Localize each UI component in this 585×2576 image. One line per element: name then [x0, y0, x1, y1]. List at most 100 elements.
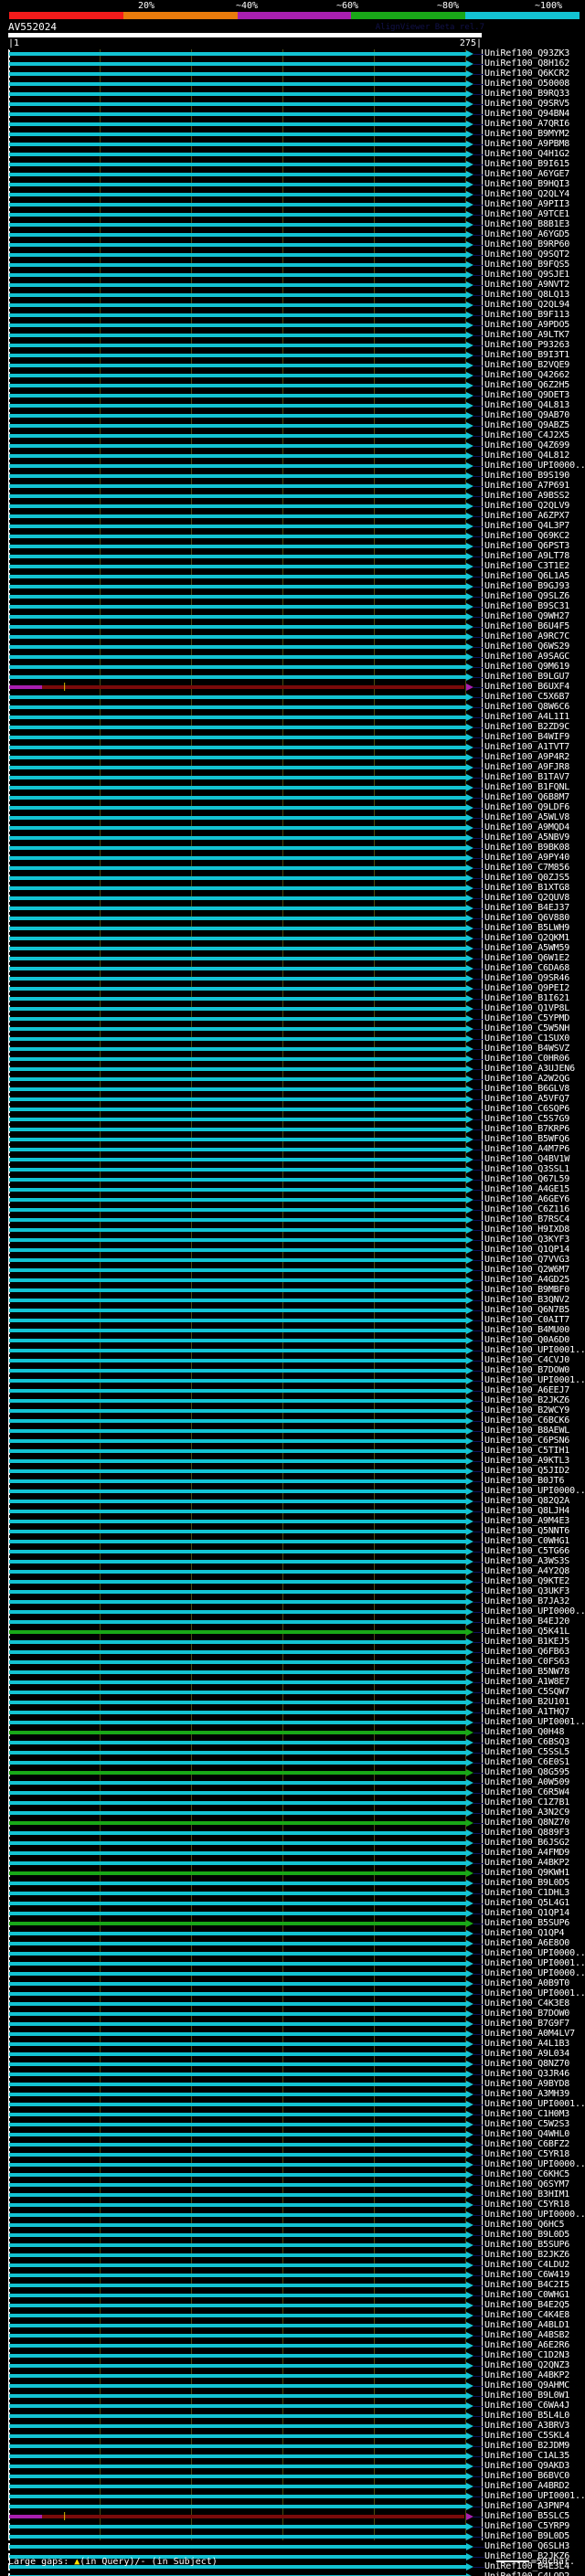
hit-accession-label[interactable]: UniRef100_Q82Q2A: [484, 1496, 570, 1506]
hit-accession-label[interactable]: UniRef100_C5SQW7: [484, 1687, 570, 1697]
hit-row[interactable]: UniRef100_A4BKP2: [0, 1858, 585, 1869]
hsp-bar[interactable]: [9, 1540, 466, 1543]
hit-accession-label[interactable]: UniRef100_Q5L4G1: [484, 1898, 570, 1908]
hit-row[interactable]: UniRef100_A4BSB2: [0, 2330, 585, 2341]
hit-accession-label[interactable]: UniRef100_A4BKP2: [484, 2370, 570, 2380]
hit-accession-label[interactable]: UniRef100_Q6KCR2: [484, 69, 570, 79]
hit-accession-label[interactable]: UniRef100_Q4L813: [484, 400, 570, 410]
hit-accession-label[interactable]: UniRef100_B9RQ33: [484, 89, 570, 99]
hsp-bar[interactable]: [9, 756, 466, 759]
hit-row[interactable]: UniRef100_Q8W6C6: [0, 702, 585, 713]
hit-accession-label[interactable]: UniRef100_Q6WS29: [484, 641, 570, 652]
hit-row[interactable]: UniRef100_B9RP60: [0, 239, 585, 250]
hit-row[interactable]: UniRef100_A9LT78: [0, 551, 585, 562]
hit-accession-label[interactable]: UniRef100_Q8H162: [484, 58, 570, 69]
hit-accession-label[interactable]: UniRef100_B3QNV2: [484, 1295, 570, 1305]
hit-row[interactable]: UniRef100_A9SAGC: [0, 652, 585, 663]
hit-row[interactable]: UniRef100_C5YRP9: [0, 2521, 585, 2532]
hsp-bar[interactable]: [9, 716, 466, 719]
hit-row[interactable]: UniRef100_A0B9T0: [0, 1978, 585, 1989]
hit-row[interactable]: UniRef100_B7G9F7: [0, 2019, 585, 2030]
hit-row[interactable]: UniRef100_C1H0M3: [0, 2109, 585, 2120]
hit-accession-label[interactable]: UniRef100_A9SAGC: [484, 652, 570, 662]
hsp-bar[interactable]: [9, 1952, 466, 1956]
hit-row[interactable]: UniRef100_A5WM59: [0, 943, 585, 954]
hit-row[interactable]: UniRef100_A0M4LV7: [0, 2029, 585, 2040]
hit-row[interactable]: UniRef100_B6GLV8: [0, 1084, 585, 1095]
hit-row[interactable]: UniRef100_Q9SR46: [0, 973, 585, 984]
hsp-bar[interactable]: [9, 52, 466, 56]
hit-row[interactable]: UniRef100_B5L4L0: [0, 2411, 585, 2422]
hsp-bar[interactable]: [9, 273, 466, 277]
hsp-bar[interactable]: [9, 1329, 466, 1332]
hit-row[interactable]: UniRef100_A9BYD8: [0, 2079, 585, 2090]
hsp-bar[interactable]: [9, 1148, 466, 1151]
hsp-bar[interactable]: [9, 2052, 466, 2056]
hsp-bar[interactable]: [9, 484, 466, 488]
hsp-bar[interactable]: [9, 1912, 466, 1915]
hsp-bar[interactable]: [9, 2454, 466, 2458]
hit-accession-label[interactable]: UniRef100_A4BRD2: [484, 2481, 570, 2491]
hit-accession-label[interactable]: UniRef100_Q9PEI2: [484, 983, 570, 993]
hit-row[interactable]: UniRef100_C5S7G9: [0, 1114, 585, 1125]
hit-row[interactable]: UniRef100_Q6B8M7: [0, 792, 585, 803]
hit-accession-label[interactable]: UniRef100_A4BLD1: [484, 2320, 570, 2330]
hsp-bar[interactable]: [9, 1691, 466, 1694]
hsp-bar[interactable]: [9, 1108, 466, 1111]
hit-row[interactable]: | UniRef100_B5SLC5: [0, 2511, 585, 2522]
hsp-bar[interactable]: [9, 997, 466, 1001]
hit-row[interactable]: UniRef100_Q4Z699: [0, 440, 585, 451]
hit-accession-label[interactable]: UniRef100_A5WLV8: [484, 812, 570, 822]
hit-row[interactable]: UniRef100_B9FQS5: [0, 260, 585, 270]
hsp-bar[interactable]: [9, 2213, 466, 2217]
hit-row[interactable]: UniRef100_C4CVJ0: [0, 1355, 585, 1366]
hit-accession-label[interactable]: UniRef100_B0JT6: [484, 1476, 565, 1486]
hit-row[interactable]: UniRef100_Q4BV1W: [0, 1154, 585, 1165]
hsp-bar[interactable]: [9, 2364, 466, 2368]
hit-row[interactable]: UniRef100_B9BK08: [0, 843, 585, 853]
hit-row[interactable]: UniRef100_Q1QP4: [0, 1928, 585, 1939]
hsp-bar[interactable]: [9, 1932, 466, 1935]
hit-row[interactable]: UniRef100_Q9AKD3: [0, 2461, 585, 2472]
hsp-bar[interactable]: [9, 2545, 466, 2549]
hit-accession-label[interactable]: UniRef100_C6BSQ3: [484, 1737, 570, 1747]
hit-row[interactable]: UniRef100_C5SQW7: [0, 1687, 585, 1698]
hit-accession-label[interactable]: UniRef100_B2ZD9C: [484, 722, 570, 732]
hit-accession-label[interactable]: UniRef100_A4BKP2: [484, 1858, 570, 1868]
hit-row[interactable]: UniRef100_Q8LQ13: [0, 290, 585, 301]
hit-accession-label[interactable]: UniRef100_Q93ZK3: [484, 48, 570, 58]
hit-accession-label[interactable]: UniRef100_C0HR06: [484, 1054, 570, 1064]
hit-accession-label[interactable]: UniRef100_Q8NZ70: [484, 1818, 570, 1828]
hsp-bar[interactable]: [9, 1248, 466, 1252]
hit-accession-label[interactable]: UniRef100_Q9SR46: [484, 973, 570, 983]
hsp-bar[interactable]: [9, 2163, 466, 2167]
hit-accession-label[interactable]: UniRef100_A6GEY6: [484, 1194, 570, 1204]
hit-row[interactable]: UniRef100_H9IXD8: [0, 1224, 585, 1235]
hit-row[interactable]: UniRef100_B7KRP6: [0, 1124, 585, 1135]
hit-row[interactable]: UniRef100_UPI0000...: [0, 1968, 585, 1979]
hit-row[interactable]: UniRef100_Q93ZK3: [0, 48, 585, 59]
hsp-bar[interactable]: [9, 133, 466, 136]
hit-row[interactable]: UniRef100_Q9DET3: [0, 390, 585, 401]
hit-row[interactable]: UniRef100_Q8G595: [0, 1767, 585, 1778]
hsp-bar[interactable]: [9, 293, 466, 297]
hsp-bar[interactable]: [9, 1067, 466, 1071]
hit-row[interactable]: UniRef100_UPI0001...: [0, 2099, 585, 2110]
hit-row[interactable]: UniRef100_C4K3E8: [0, 1998, 585, 2009]
hsp-bar[interactable]: [9, 2002, 466, 2006]
hit-row[interactable]: UniRef100_Q889F3: [0, 1828, 585, 1839]
hit-accession-label[interactable]: UniRef100_B7DOW0: [484, 2009, 570, 2019]
hit-row[interactable]: UniRef100_A3BRV3: [0, 2421, 585, 2432]
hsp-bar[interactable]: [9, 2294, 466, 2297]
hit-row[interactable]: UniRef100_C5YPMD: [0, 1013, 585, 1024]
hit-row[interactable]: UniRef100_A5NBV9: [0, 832, 585, 843]
hit-row[interactable]: UniRef100_UPI0001...: [0, 1988, 585, 1999]
hit-row[interactable]: UniRef100_C1DHL3: [0, 1888, 585, 1899]
hit-accession-label[interactable]: UniRef100_Q9AKD3: [484, 2461, 570, 2471]
hsp-bar[interactable]: [9, 1781, 466, 1785]
hit-row[interactable]: UniRef100_A9KTL3: [0, 1456, 585, 1467]
hit-row[interactable]: UniRef100_B2JKZ6: [0, 2250, 585, 2261]
hit-accession-label[interactable]: UniRef100_Q6W1E2: [484, 953, 570, 963]
hit-row[interactable]: UniRef100_A1THQ7: [0, 1707, 585, 1718]
hit-accession-label[interactable]: UniRef100_B1I621: [484, 993, 570, 1003]
